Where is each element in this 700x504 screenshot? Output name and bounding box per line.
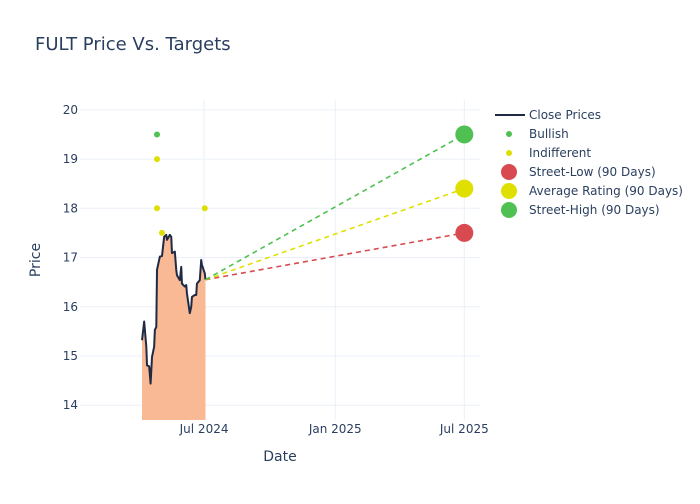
average-rating-target-line [205, 187, 465, 281]
legend-label: Bullish [529, 127, 569, 141]
legend-label: Average Rating (90 Days) [529, 184, 683, 198]
indifferent-rating-point [158, 229, 165, 236]
y-tick-label: 17 [63, 251, 78, 265]
average-rating-target-marker [455, 179, 474, 198]
bullish-rating-point [154, 131, 161, 138]
street-high-target-marker [455, 125, 474, 144]
legend-dot-icon [501, 202, 517, 218]
legend-label: Street-Low (90 Days) [529, 165, 656, 179]
plot-area [141, 125, 474, 420]
y-tick-label: 19 [63, 152, 78, 166]
legend-label: Indifferent [529, 146, 591, 160]
y-tick-label: 16 [63, 300, 78, 314]
indifferent-rating-point [154, 156, 161, 163]
legend-item-average-rating[interactable]: Average Rating (90 Days) [501, 183, 683, 199]
legend-dot-icon [506, 150, 512, 156]
x-axis-label: Date [263, 449, 296, 465]
street-low-target-line [205, 232, 465, 281]
legend-item-street-low[interactable]: Street-Low (90 Days) [501, 164, 656, 180]
y-tick-label: 14 [63, 398, 78, 412]
y-tick-labels: 14 15 16 17 18 19 20 [63, 103, 78, 412]
legend-item-street-high[interactable]: Street-High (90 Days) [501, 202, 660, 218]
y-tick-label: 20 [63, 103, 78, 117]
legend-label: Close Prices [529, 108, 601, 122]
indifferent-rating-point [154, 205, 161, 212]
legend-dot-icon [501, 183, 517, 199]
y-tick-label: 15 [63, 349, 78, 363]
legend-item-close-prices[interactable]: Close Prices [495, 108, 601, 122]
x-tick-label: Jul 2024 [179, 422, 229, 436]
chart-title: FULT Price Vs. Targets [35, 34, 231, 55]
street-low-target-marker [455, 223, 474, 242]
legend-label: Street-High (90 Days) [529, 203, 660, 217]
close-price-area [142, 234, 206, 420]
y-tick-label: 18 [63, 201, 78, 215]
x-tick-label: Jan 2025 [308, 422, 362, 436]
y-axis-label: Price [28, 243, 44, 277]
legend-dot-icon [506, 131, 512, 137]
close-price-line [141, 233, 207, 385]
legend[interactable]: Close Prices Bullish Indifferent Street-… [495, 108, 683, 218]
indifferent-rating-point [201, 205, 208, 212]
legend-item-bullish[interactable]: Bullish [506, 127, 569, 141]
legend-item-indifferent[interactable]: Indifferent [506, 146, 591, 160]
street-high-target-line [205, 133, 465, 281]
legend-dot-icon [501, 164, 517, 180]
x-tick-labels: Jul 2024 Jan 2025 Jul 2025 [179, 422, 489, 436]
x-tick-label: Jul 2025 [439, 422, 489, 436]
grid [80, 100, 480, 420]
